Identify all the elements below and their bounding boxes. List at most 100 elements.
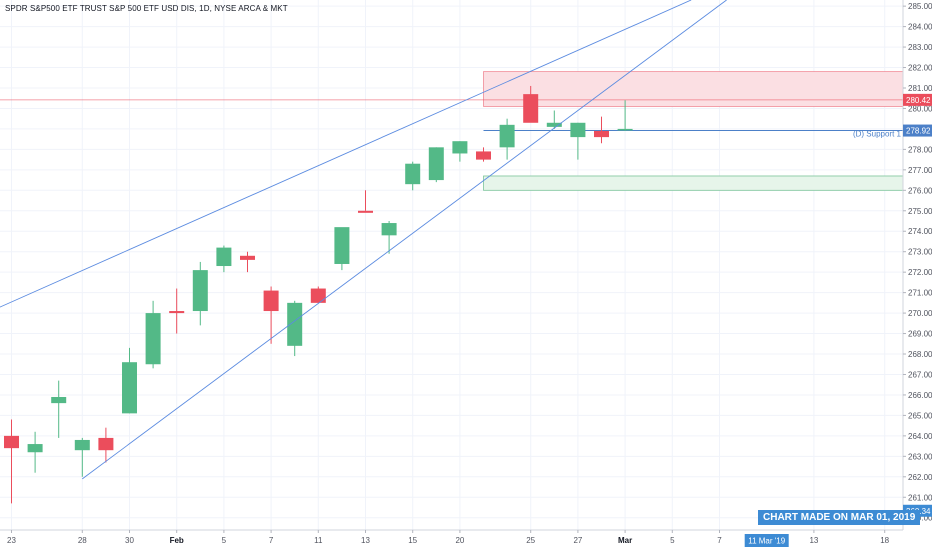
price-tick-label: 264.00 bbox=[908, 432, 932, 441]
candle-body bbox=[4, 435, 19, 449]
support-level-text: (D) Support 1 bbox=[853, 130, 902, 139]
current-price-label: 280.42 bbox=[906, 96, 931, 105]
time-tick-label: 13 bbox=[361, 536, 370, 545]
candle-body bbox=[594, 130, 609, 138]
price-tick-label: 263.00 bbox=[908, 452, 932, 461]
price-tick-label: 284.00 bbox=[908, 23, 932, 32]
candle-body bbox=[405, 163, 421, 185]
candle-body bbox=[263, 290, 279, 312]
price-tick-label: 268.00 bbox=[908, 350, 932, 359]
time-tick-label: 7 bbox=[269, 536, 274, 545]
price-axis[interactable]: 260.00261.00262.00263.00264.00265.00266.… bbox=[902, 0, 932, 530]
candle bbox=[428, 147, 444, 183]
candle-body bbox=[216, 247, 232, 267]
time-tick-label: 15 bbox=[408, 536, 417, 545]
candle-body bbox=[169, 311, 185, 314]
price-tick-label: 269.00 bbox=[908, 330, 932, 339]
grid-lines bbox=[0, 0, 903, 530]
symbol-title: SPDR S&P500 ETF TRUST S&P 500 ETF USD DI… bbox=[5, 4, 288, 13]
candle bbox=[27, 431, 43, 473]
trendline[interactable] bbox=[82, 0, 727, 480]
price-tick-label: 285.00 bbox=[908, 2, 932, 11]
candle bbox=[452, 141, 468, 162]
candle bbox=[594, 116, 609, 144]
candle bbox=[169, 288, 185, 334]
candle-body bbox=[122, 362, 137, 414]
price-tick-label: 276.00 bbox=[908, 186, 932, 195]
candle bbox=[216, 245, 232, 273]
candle-body bbox=[523, 94, 539, 123]
time-tick-label: Feb bbox=[170, 536, 184, 545]
price-tick-label: 278.00 bbox=[908, 145, 932, 154]
time-tick-label: 11 bbox=[314, 536, 323, 545]
candle bbox=[310, 286, 326, 303]
candle-body bbox=[452, 141, 468, 154]
candle-body bbox=[74, 439, 90, 451]
price-tick-label: 266.00 bbox=[908, 391, 932, 400]
time-tick-label: 5 bbox=[222, 536, 227, 545]
candle-body bbox=[499, 124, 515, 148]
price-tick-label: 267.00 bbox=[908, 370, 932, 379]
time-tick-label: 5 bbox=[670, 536, 675, 545]
price-tick-label: 272.00 bbox=[908, 268, 932, 277]
time-axis[interactable]: 23 28 30 Feb 5 7 11 13 15 20 25 27 Mar 5 7 13 18 11 Mar '… bbox=[0, 529, 903, 547]
time-tick-label: 13 bbox=[809, 536, 818, 545]
candle bbox=[192, 261, 208, 326]
candles bbox=[4, 85, 633, 504]
candle-body bbox=[381, 223, 397, 236]
candle bbox=[240, 251, 255, 273]
candle-body bbox=[145, 313, 161, 365]
candle-body bbox=[428, 147, 444, 181]
time-tick-label: 25 bbox=[526, 536, 535, 545]
trendline[interactable] bbox=[0, 0, 692, 340]
candle-body bbox=[287, 302, 303, 346]
candle bbox=[546, 110, 562, 129]
candle-body bbox=[570, 122, 586, 138]
candle bbox=[263, 286, 279, 344]
trendlines[interactable] bbox=[0, 0, 727, 480]
price-tick-label: 265.00 bbox=[908, 411, 932, 420]
candle-body bbox=[334, 227, 350, 264]
time-tick-label: 28 bbox=[78, 536, 87, 545]
price-tick-label: 261.00 bbox=[908, 493, 932, 502]
current-price-tag bbox=[903, 93, 932, 106]
candle-body bbox=[476, 151, 491, 160]
candle bbox=[122, 347, 137, 414]
price-tick-label: 277.00 bbox=[908, 166, 932, 175]
candle bbox=[570, 122, 586, 160]
candle-body bbox=[546, 122, 562, 127]
candle-body bbox=[98, 437, 114, 451]
price-tick-label: 275.00 bbox=[908, 207, 932, 216]
candle bbox=[334, 227, 350, 271]
candle bbox=[523, 85, 539, 123]
horizontal-levels: (D) Support 1 bbox=[0, 99, 903, 139]
price-tick-label: 270.00 bbox=[908, 309, 932, 318]
price-tick-label: 282.00 bbox=[908, 64, 932, 73]
time-cursor-label: 11 Mar '19 bbox=[748, 537, 786, 546]
time-tick-label: 7 bbox=[717, 536, 722, 545]
candle bbox=[381, 221, 397, 254]
time-cursor-tag bbox=[744, 534, 789, 547]
candle bbox=[51, 380, 67, 438]
candle bbox=[499, 118, 515, 160]
candle-body bbox=[192, 270, 208, 312]
chart-made-badge: CHART MADE ON MAR 01, 2019 bbox=[758, 510, 921, 525]
candle-body bbox=[310, 288, 326, 303]
candle bbox=[358, 190, 373, 213]
candle bbox=[98, 427, 114, 463]
price-tick-label: 273.00 bbox=[908, 248, 932, 257]
candle bbox=[287, 300, 303, 357]
price-tick-label: 280.00 bbox=[908, 104, 932, 113]
time-tick-label: 20 bbox=[455, 536, 464, 545]
support-level-tag bbox=[903, 124, 932, 137]
time-tick-label: 30 bbox=[125, 536, 134, 545]
candle-body bbox=[51, 396, 67, 404]
time-tick-label: 23 bbox=[7, 536, 16, 545]
candle bbox=[617, 100, 633, 131]
price-tick-label: 274.00 bbox=[908, 227, 932, 236]
candle bbox=[4, 419, 19, 504]
zones bbox=[483, 71, 904, 191]
support-zone bbox=[483, 175, 904, 191]
candle-body bbox=[27, 444, 43, 453]
